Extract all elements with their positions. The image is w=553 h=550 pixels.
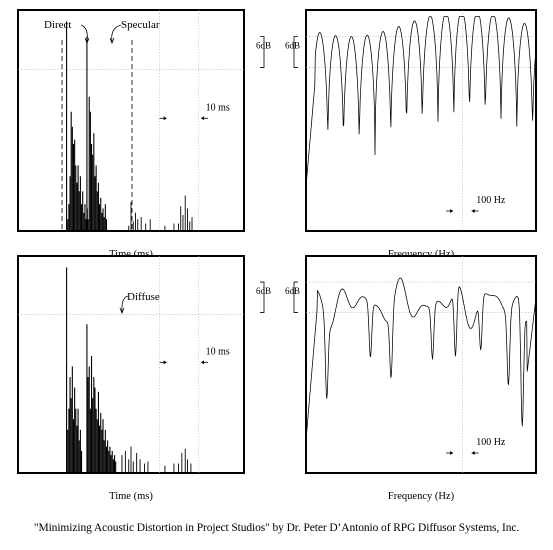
annotation-direct-pointer-head xyxy=(84,37,90,45)
freq-xlabel-1: Frequency (Hz) xyxy=(388,249,455,260)
db-bracket-right-3 xyxy=(293,281,298,313)
annotation-diffuse-pointer-head xyxy=(119,307,125,315)
freq-response-line-1 xyxy=(305,16,537,187)
ms-scale-label-0: 10 ms xyxy=(206,102,230,113)
hz-arrow-right-3-head xyxy=(471,451,475,455)
hz-arrow-left-1-head xyxy=(450,209,454,213)
db-bracket-left-1 xyxy=(260,36,265,68)
ms-arrow-left-0-head xyxy=(163,116,167,121)
hz-arrow-left-3-head xyxy=(450,451,454,455)
hz-scale-label-3: 100 Hz xyxy=(476,437,506,448)
time-xlabel-0: Time (ms) xyxy=(109,249,153,260)
ms-arrow-left-2-head xyxy=(163,360,167,365)
ms-arrow-right-0-head xyxy=(201,116,205,121)
annotation-specular: Specular xyxy=(121,19,160,31)
db-label-right-1: 6dB xyxy=(285,41,300,51)
annotation-direct: Direct xyxy=(44,19,71,31)
time-xlabel-2: Time (ms) xyxy=(109,491,153,502)
freq-response-line-3 xyxy=(305,277,537,441)
hz-scale-label-1: 100 Hz xyxy=(476,195,506,206)
time-panel-0 xyxy=(17,9,245,232)
freq-xlabel-3: Frequency (Hz) xyxy=(388,491,455,502)
db-bracket-left-3 xyxy=(260,281,265,313)
hz-arrow-right-1-head xyxy=(471,209,475,213)
annotation-direct-pointer xyxy=(80,24,88,43)
freq-panel-1 xyxy=(305,9,537,232)
ms-scale-label-2: 10 ms xyxy=(206,346,230,357)
annotation-specular-pointer-head xyxy=(109,37,115,45)
ms-arrow-right-2-head xyxy=(201,360,205,365)
db-label-right-3: 6dB xyxy=(285,286,300,296)
db-label-left-1: 6dB xyxy=(256,41,271,51)
annotation-specular-pointer xyxy=(111,24,122,43)
db-label-left-3: 6dB xyxy=(256,286,271,296)
db-bracket-right-1 xyxy=(293,36,298,68)
figure-caption: "Minimizing Acoustic Distortion in Proje… xyxy=(33,522,520,534)
annotation-diffuse-pointer xyxy=(121,295,129,313)
time-panel-2 xyxy=(17,255,245,474)
annotation-diffuse: Diffuse xyxy=(127,291,160,303)
freq-panel-3 xyxy=(305,255,537,474)
